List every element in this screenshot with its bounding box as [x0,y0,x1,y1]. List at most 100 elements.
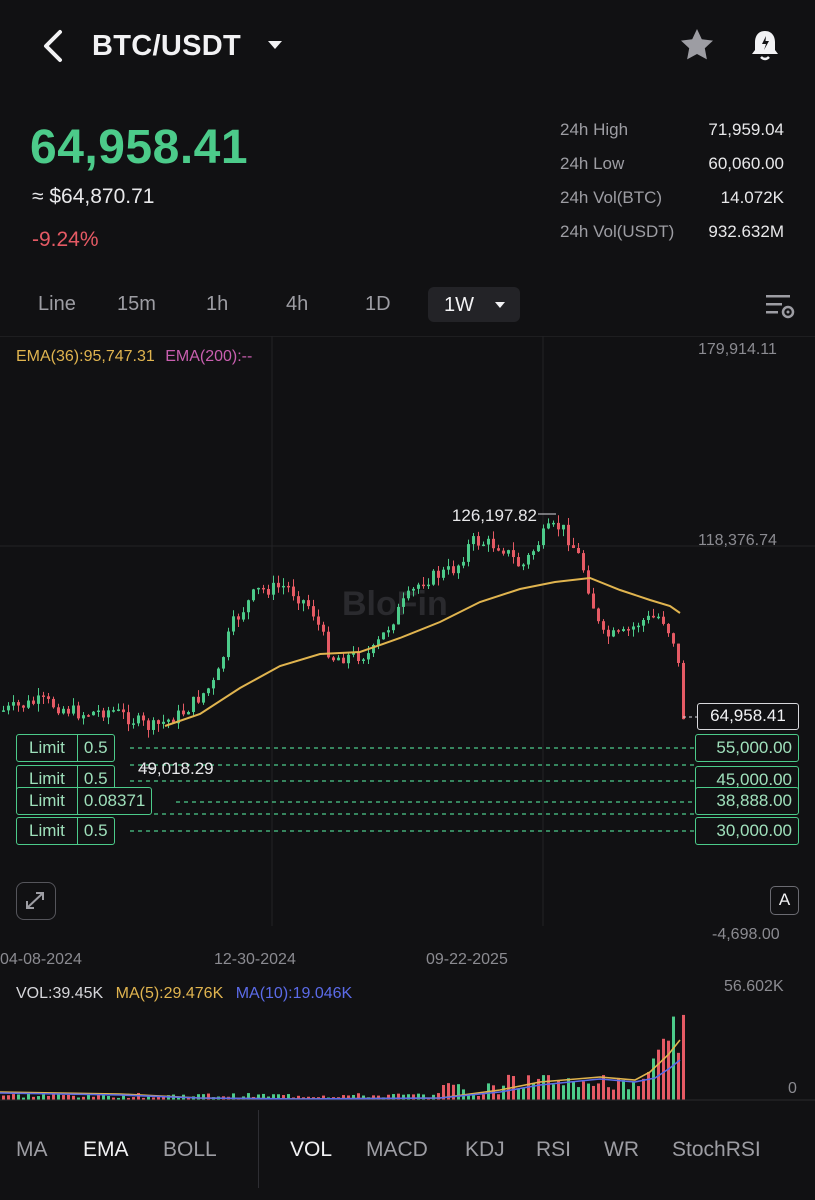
candle [7,705,10,711]
volume-bar [517,1088,520,1100]
volume-bar [652,1058,655,1100]
auto-scale-button[interactable]: A [770,886,799,915]
candle [307,600,310,607]
star-icon[interactable] [678,26,716,64]
volume-bar [537,1078,540,1100]
volume-bar [87,1093,90,1100]
price-change: -9.24% [32,228,99,251]
candle [217,668,220,681]
indicator-macd[interactable]: MACD [366,1138,428,1161]
volume-bar [232,1093,235,1100]
timeframe-line[interactable]: Line [38,293,76,315]
indicator-boll[interactable]: BOLL [163,1138,217,1161]
candle [397,606,400,625]
timeframe-4h[interactable]: 4h [286,293,309,315]
timeframe-1h[interactable]: 1h [206,293,229,315]
candle [377,639,380,645]
timeframe-15m[interactable]: 15m [117,293,156,315]
volume-bar [522,1088,525,1100]
candle [532,551,535,555]
candle [287,585,290,588]
candle [192,696,195,713]
volume-bar [602,1075,605,1100]
candle [677,643,680,663]
candle [352,652,355,655]
indicator-vol[interactable]: VOL [290,1138,333,1161]
indicator-ma[interactable]: MA [16,1138,48,1161]
indicator-wr[interactable]: WR [604,1138,639,1161]
fiat-price: ≈ $64,870.71 [32,185,155,208]
volume-bar [32,1096,35,1100]
order-price-tag[interactable]: 30,000.00 [695,817,799,845]
candle [297,596,300,604]
candle [27,700,30,708]
timeframe-1d[interactable]: 1D [365,293,391,315]
limit-order-box[interactable]: Limit 0.5 [16,734,115,762]
volume-bar [452,1084,455,1100]
candle [557,522,560,530]
candle [302,600,305,604]
volume-bar [17,1094,20,1100]
candle [537,545,540,552]
candle [17,702,20,706]
candle [432,570,435,585]
candle [242,612,245,620]
volume-bar [547,1075,550,1100]
candle [92,711,95,716]
candle [587,570,590,594]
candle [282,585,285,588]
timeframe-1w-selected[interactable]: 1W [428,287,520,322]
ma10-legend: MA(10):19.046K [235,985,353,1002]
current-price-tag: 64,958.41 [697,703,799,730]
volume-legend: VOL:39.45K MA(5):29.476K MA(10):19.046K [16,985,352,1003]
bell-alert-icon[interactable] [746,26,784,64]
pair-title[interactable]: BTC/USDT [92,30,241,62]
volume-bar [82,1096,85,1100]
candle [77,705,80,719]
volume-bar [62,1095,65,1100]
candle [67,708,70,714]
candle [102,710,105,718]
chart-settings-icon[interactable] [764,291,796,321]
volume-bar [567,1078,570,1100]
candle [277,582,280,588]
volume-bar [607,1087,610,1100]
candle [182,710,185,715]
back-chevron-icon[interactable] [36,26,72,66]
candle [362,659,365,662]
order-price-tag[interactable]: 55,000.00 [695,734,799,762]
order-price-tag[interactable]: 38,888.00 [695,787,799,815]
candle [222,657,225,669]
volume-bar [197,1094,200,1100]
candle [177,710,180,724]
volume-bar [637,1086,640,1100]
candle [617,630,620,632]
volume-bar [322,1095,325,1100]
volume-bar [247,1093,250,1100]
volume-bar [427,1097,430,1100]
volume-bar [177,1096,180,1100]
price-chart[interactable]: BloFin 126,197.82 49,018.29 [0,336,815,976]
indicator-stochrsi[interactable]: StochRSI [672,1138,761,1161]
indicator-rsi[interactable]: RSI [536,1138,572,1161]
volume-bar [127,1097,130,1100]
ma10-line [0,1059,681,1100]
candle [42,695,45,697]
candle [162,721,165,724]
limit-order-box[interactable]: Limit 0.5 [16,817,115,845]
limit-order-box[interactable]: Limit 0.08371 [16,787,153,815]
volume-bar [667,1040,670,1100]
expand-icon[interactable] [16,882,56,920]
volume-bar [52,1094,55,1100]
candle [632,626,635,630]
candle [367,653,370,660]
indicator-ema[interactable]: EMA [83,1138,129,1161]
indicator-kdj[interactable]: KDJ [465,1138,505,1161]
candle [612,630,615,637]
pair-dropdown-icon[interactable] [268,41,282,49]
volume-bar [447,1083,450,1100]
candle [477,536,480,546]
volume-bar [372,1095,375,1100]
order-lines [130,716,697,832]
volume-bar [297,1095,300,1100]
